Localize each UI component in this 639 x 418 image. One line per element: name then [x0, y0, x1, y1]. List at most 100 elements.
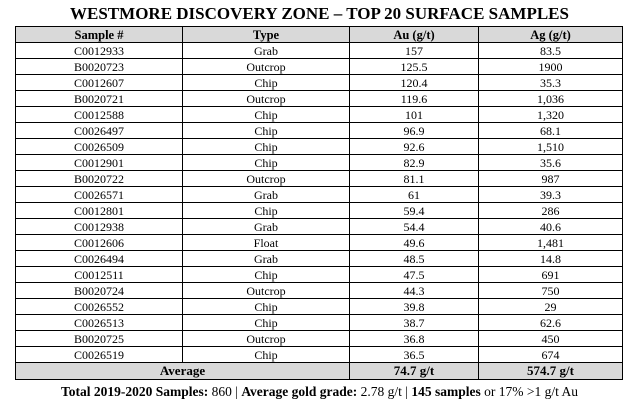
- table-cell: B0020721: [15, 90, 183, 107]
- average-row: Average 74.7 g/t 574.7 g/t: [15, 362, 623, 380]
- table-row: C0026509 Chip 92.6 1,510: [15, 138, 623, 155]
- table-cell: Chip: [182, 138, 350, 155]
- table-row: B0020721 Outcrop 119.6 1,036: [15, 90, 623, 107]
- table-cell: 54.4: [349, 218, 479, 235]
- table-cell: B0020722: [15, 170, 183, 187]
- table-cell: 987: [478, 170, 623, 187]
- table-cell: 59.4: [349, 202, 479, 219]
- footer-text: Total 2019-2020 Samples:: [60, 384, 209, 399]
- table-cell: C0012901: [15, 154, 183, 171]
- table-cell: 674: [478, 346, 623, 363]
- table-cell: Float: [182, 234, 350, 251]
- table-cell: C0012938: [15, 218, 183, 235]
- table-cell: 29: [478, 298, 623, 315]
- footer-text: 2.78 g/t |: [357, 384, 412, 399]
- table-cell: C0026571: [15, 186, 183, 203]
- table-row: B0020725 Outcrop 36.8 450: [15, 330, 623, 347]
- table-row: C0012901 Chip 82.9 35.6: [15, 154, 623, 171]
- table-cell: 286: [478, 202, 623, 219]
- table-cell: Chip: [182, 202, 350, 219]
- table-row: C0026494 Grab 48.5 14.8: [15, 250, 623, 267]
- table-cell: Outcrop: [182, 282, 350, 299]
- table-cell: C0012607: [15, 74, 183, 91]
- table-cell: 1900: [478, 58, 623, 75]
- table-cell: 36.5: [349, 346, 479, 363]
- table-cell: 157: [349, 42, 479, 59]
- table-cell: C0026494: [15, 250, 183, 267]
- table-cell: Chip: [182, 314, 350, 331]
- table-cell: Grab: [182, 250, 350, 267]
- footer-text: Average gold grade:: [241, 384, 358, 399]
- table-cell: Outcrop: [182, 58, 350, 75]
- samples-table: Sample # Type Au (g/t) Ag (g/t) C0012933 Gra…: [15, 26, 623, 380]
- table-cell: 1,481: [478, 234, 623, 251]
- table-cell: 35.6: [478, 154, 623, 171]
- table-cell: Grab: [182, 218, 350, 235]
- table-cell: 68.1: [478, 122, 623, 139]
- table-cell: 35.3: [478, 74, 623, 91]
- table-cell: C0012933: [15, 42, 183, 59]
- table-cell: Grab: [182, 186, 350, 203]
- table-row: C0012801 Chip 59.4 286: [15, 202, 623, 219]
- header-cell: Type: [182, 26, 350, 43]
- table-row: C0026571 Grab 61 39.3: [15, 186, 623, 203]
- table-cell: 119.6: [349, 90, 479, 107]
- table-cell: C0026509: [15, 138, 183, 155]
- table-cell: Chip: [182, 266, 350, 283]
- table-cell: 14.8: [478, 250, 623, 267]
- table-cell: C0012801: [15, 202, 183, 219]
- table-cell: Chip: [182, 106, 350, 123]
- table-cell: 36.8: [349, 330, 479, 347]
- table-cell: Chip: [182, 122, 350, 139]
- table-cell: 49.6: [349, 234, 479, 251]
- table-row: C0012588 Chip 101 1,320: [15, 106, 623, 123]
- table-row: C0012933 Grab 157 83.5: [15, 42, 623, 59]
- footer-text: 860 |: [208, 384, 242, 399]
- table-cell: 691: [478, 266, 623, 283]
- table-cell: Chip: [182, 346, 350, 363]
- table-row: C0026497 Chip 96.9 68.1: [15, 122, 623, 139]
- table-cell: 92.6: [349, 138, 479, 155]
- table-cell: 39.3: [478, 186, 623, 203]
- table-cell: 96.9: [349, 122, 479, 139]
- table-row: B0020722 Outcrop 81.1 987: [15, 170, 623, 187]
- table-row: C0026519 Chip 36.5 674: [15, 346, 623, 363]
- table-cell: C0026552: [15, 298, 183, 315]
- table-cell: 125.5: [349, 58, 479, 75]
- table-cell: 48.5: [349, 250, 479, 267]
- table-cell: 1,036: [478, 90, 623, 107]
- table-cell: C0026497: [15, 122, 183, 139]
- table-row: C0012607 Chip 120.4 35.3: [15, 74, 623, 91]
- header-cell: Au (g/t): [349, 26, 479, 43]
- table-cell: 61: [349, 186, 479, 203]
- table-cell: 44.3: [349, 282, 479, 299]
- average-label: Average: [15, 362, 350, 380]
- table-cell: 120.4: [349, 74, 479, 91]
- table-cell: 101: [349, 106, 479, 123]
- table-cell: B0020724: [15, 282, 183, 299]
- table-row: C0012511 Chip 47.5 691: [15, 266, 623, 283]
- table-row: C0012938 Grab 54.4 40.6: [15, 218, 623, 235]
- average-au: 74.7 g/t: [349, 362, 479, 380]
- table-row: C0026513 Chip 38.7 62.6: [15, 314, 623, 331]
- table-cell: Chip: [182, 154, 350, 171]
- table-cell: 40.6: [478, 218, 623, 235]
- table-cell: Outcrop: [182, 170, 350, 187]
- table-row: C0012606 Float 49.6 1,481: [15, 234, 623, 251]
- table-cell: 62.6: [478, 314, 623, 331]
- table-cell: 450: [478, 330, 623, 347]
- header-cell: Ag (g/t): [478, 26, 623, 43]
- table-cell: C0012588: [15, 106, 183, 123]
- average-ag: 574.7 g/t: [478, 362, 623, 380]
- table-cell: Grab: [182, 42, 350, 59]
- table-cell: B0020723: [15, 58, 183, 75]
- table-cell: 1,510: [478, 138, 623, 155]
- header-row: Sample # Type Au (g/t) Ag (g/t): [15, 26, 623, 43]
- table-row: B0020724 Outcrop 44.3 750: [15, 282, 623, 299]
- table-cell: Chip: [182, 298, 350, 315]
- table-cell: 83.5: [478, 42, 623, 59]
- table-cell: C0026513: [15, 314, 183, 331]
- footer-text: 145 samples: [411, 384, 481, 399]
- table-cell: Chip: [182, 74, 350, 91]
